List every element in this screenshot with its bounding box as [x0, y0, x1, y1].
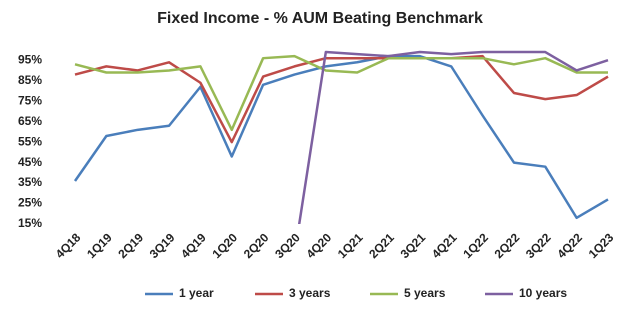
x-tick-label: 2Q19 — [115, 230, 146, 261]
chart-title: Fixed Income - % AUM Beating Benchmark — [157, 10, 483, 27]
x-tick-label: 4Q20 — [304, 230, 335, 261]
y-tick-label: 25% — [18, 196, 42, 210]
series-line — [297, 50, 609, 224]
y-tick-label: 15% — [18, 216, 42, 230]
x-tick-label: 1Q20 — [209, 230, 240, 261]
x-tick-label: 1Q19 — [84, 230, 115, 261]
y-tick-label: 35% — [18, 175, 42, 189]
y-tick-label: 95% — [18, 52, 42, 66]
x-tick-label: 3Q21 — [398, 230, 429, 261]
series-line — [74, 54, 608, 132]
x-tick-label: 2Q20 — [241, 230, 272, 261]
x-tick-label: 1Q22 — [460, 230, 491, 261]
x-tick-label: 2Q22 — [492, 230, 523, 261]
x-tick-label: 3Q19 — [147, 230, 178, 261]
x-tick-label: 4Q19 — [178, 230, 209, 261]
y-tick-label: 75% — [18, 93, 42, 107]
x-tick-label: 3Q22 — [523, 230, 554, 261]
x-tick-label: 1Q21 — [335, 230, 366, 261]
y-tick-label: 65% — [18, 114, 42, 128]
plot-area — [73, 50, 609, 224]
x-tick-label: 2Q21 — [366, 230, 397, 261]
legend-label: 5 years — [404, 286, 446, 300]
series-line — [74, 54, 609, 144]
y-tick-label: 55% — [18, 134, 42, 148]
x-tick-label: 1Q23 — [586, 230, 617, 261]
x-tick-label: 4Q21 — [429, 230, 460, 261]
x-tick-label: 4Q22 — [554, 230, 585, 261]
legend-label: 3 years — [289, 286, 331, 300]
legend-label: 10 years — [519, 286, 567, 300]
series-line — [73, 54, 609, 220]
y-tick-label: 85% — [18, 73, 42, 87]
x-tick-label: 3Q20 — [272, 230, 303, 261]
legend-label: 1 year — [179, 286, 214, 300]
x-tick-label: 4Q18 — [53, 230, 84, 261]
y-tick-label: 45% — [18, 155, 42, 169]
